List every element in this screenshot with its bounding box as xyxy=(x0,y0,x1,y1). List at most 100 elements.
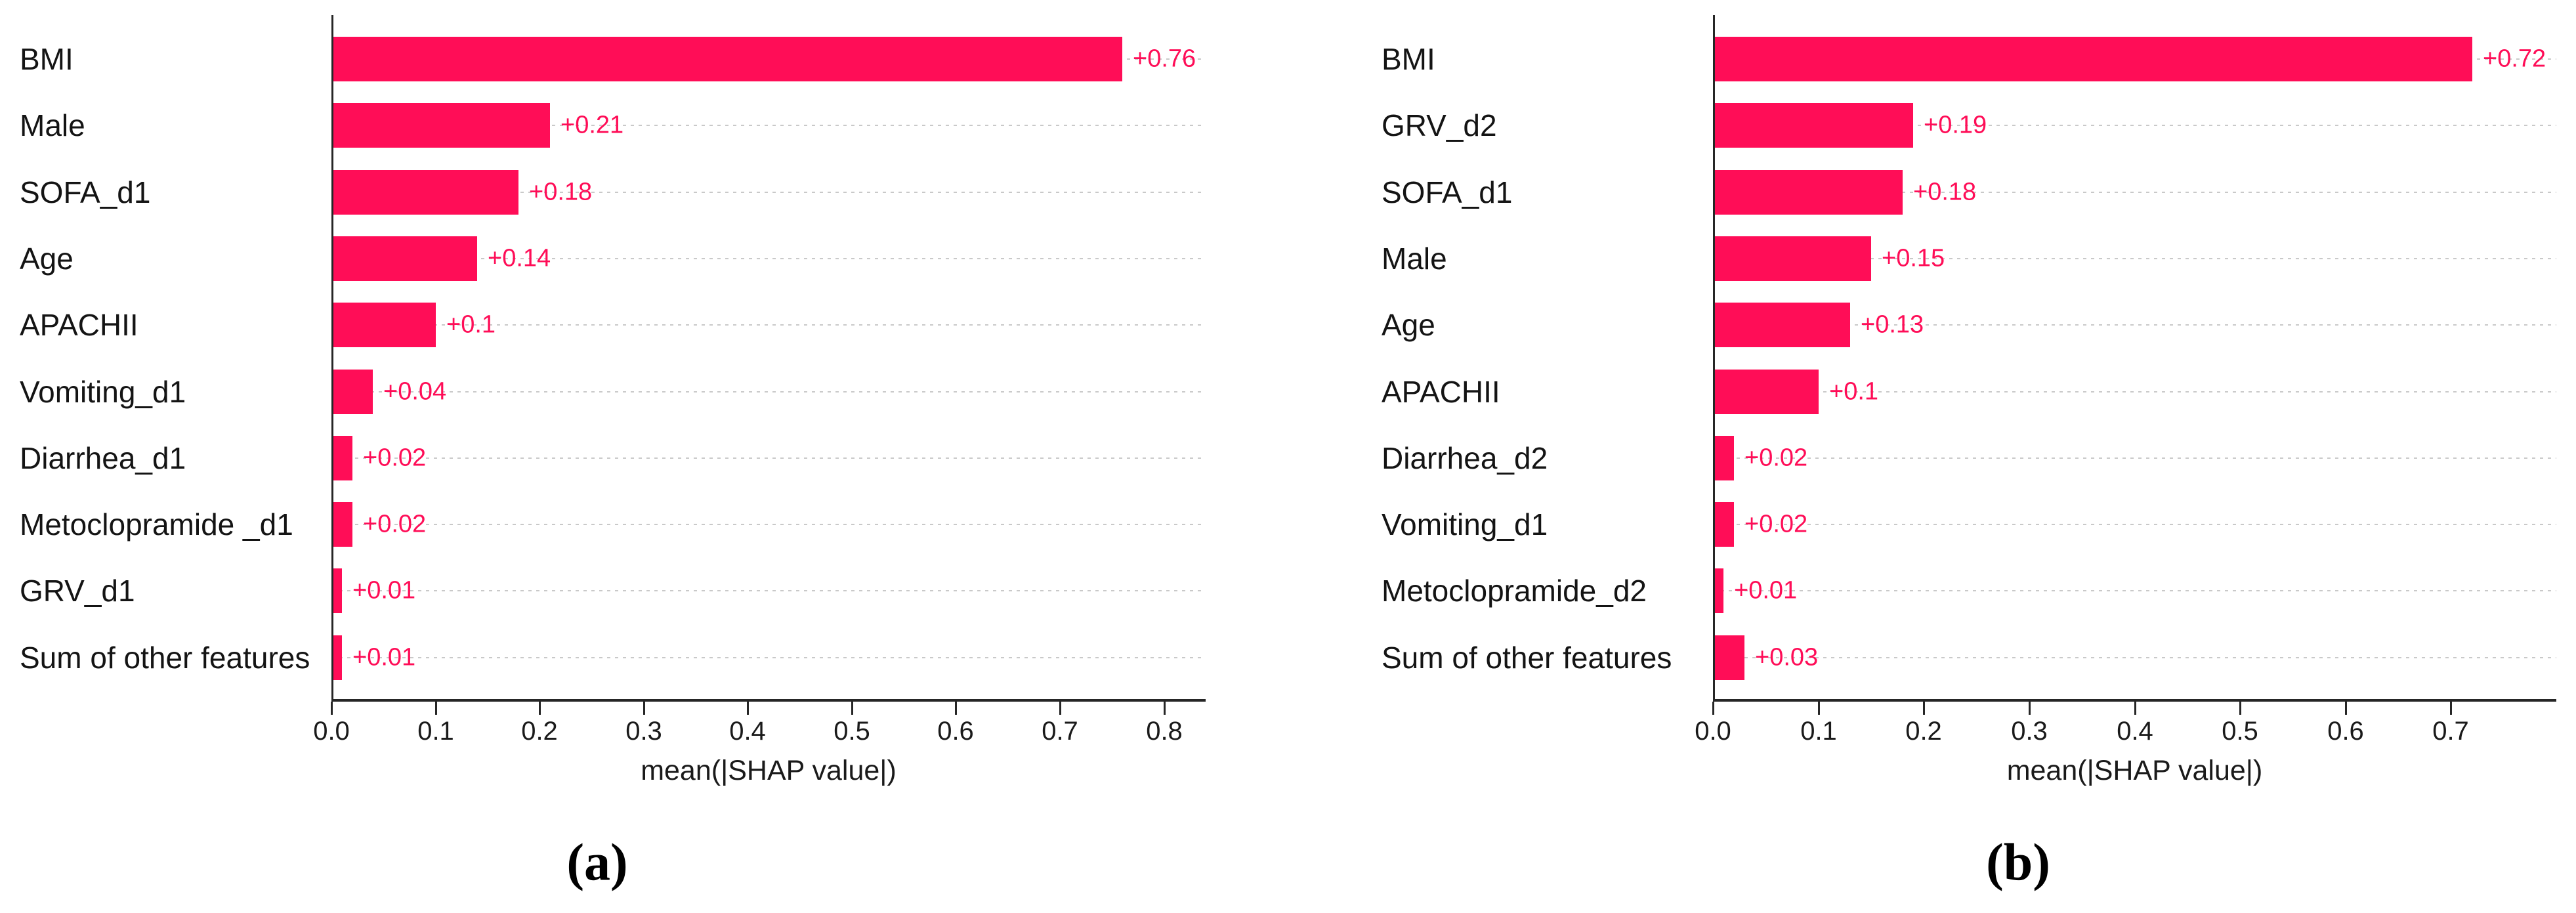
feature-label: Sum of other features xyxy=(1382,640,1672,675)
shap-bar xyxy=(331,170,518,215)
feature-label: Age xyxy=(20,241,74,276)
feature-label: Sum of other features xyxy=(20,640,310,675)
row-gridline xyxy=(1713,391,2556,393)
x-tick-mark xyxy=(643,702,645,715)
feature-label: Male xyxy=(1382,241,1447,276)
bar-value-label: +0.18 xyxy=(529,178,593,206)
x-tick-label: 0.8 xyxy=(1146,717,1183,746)
shap-bar xyxy=(1713,436,1734,480)
x-tick-label: 0.5 xyxy=(834,717,870,746)
feature-label: APACHII xyxy=(1382,374,1500,409)
x-tick-label: 0.1 xyxy=(417,717,454,746)
row-gridline xyxy=(1713,125,2556,127)
shap-bar xyxy=(331,635,342,680)
row-gridline xyxy=(1713,257,2556,259)
feature-label: Male xyxy=(20,108,85,143)
shap-bar xyxy=(331,370,373,414)
x-axis-spine xyxy=(1713,699,2556,702)
bar-value-label: +0.1 xyxy=(1829,377,1879,405)
bar-value-label: +0.01 xyxy=(352,643,416,671)
x-tick-mark xyxy=(1818,702,1820,715)
bar-value-label: +0.76 xyxy=(1133,45,1196,73)
row-gridline xyxy=(331,656,1206,658)
shap-bar xyxy=(331,568,342,613)
bar-value-label: +0.01 xyxy=(352,576,416,605)
row-gridline xyxy=(331,324,1206,326)
x-tick-label: 0.7 xyxy=(1042,717,1078,746)
shap-bar xyxy=(1713,568,1723,613)
x-tick-mark xyxy=(1712,702,1714,715)
x-axis-spine xyxy=(331,699,1206,702)
bar-value-label: +0.04 xyxy=(383,377,447,405)
row-gridline xyxy=(1713,524,2556,526)
x-tick-label: 0.7 xyxy=(2432,717,2469,746)
feature-label: Metoclopramide _d1 xyxy=(20,507,293,542)
x-tick-label: 0.2 xyxy=(1905,717,1942,746)
shap-bar xyxy=(1713,37,2472,81)
shap-bar xyxy=(331,502,352,547)
shap-bar xyxy=(1713,370,1819,414)
x-tick-label: 0.4 xyxy=(2117,717,2153,746)
feature-label: Vomiting_d1 xyxy=(1382,507,1548,542)
x-tick-label: 0.4 xyxy=(729,717,766,746)
x-tick-label: 0.6 xyxy=(2327,717,2364,746)
x-tick-mark xyxy=(1164,702,1166,715)
shap-bar xyxy=(1713,103,1913,148)
x-tick-mark xyxy=(331,702,333,715)
row-gridline xyxy=(331,257,1206,259)
shap-bar xyxy=(331,103,550,148)
feature-label: Metoclopramide_d2 xyxy=(1382,574,1647,608)
bar-value-label: +0.1 xyxy=(446,310,496,339)
x-tick-label: 0.0 xyxy=(313,717,350,746)
x-tick-mark xyxy=(1923,702,1925,715)
shap-bar xyxy=(1713,635,1744,680)
x-tick-mark xyxy=(539,702,541,715)
row-gridline xyxy=(1713,457,2556,459)
x-tick-mark xyxy=(2029,702,2031,715)
x-axis-label-a: mean(|SHAP value|) xyxy=(641,755,897,786)
shap-bar xyxy=(331,236,477,281)
x-tick-label: 0.3 xyxy=(625,717,662,746)
row-gridline xyxy=(331,391,1206,393)
bar-value-label: +0.02 xyxy=(1744,510,1808,538)
shap-bar xyxy=(1713,170,1903,215)
feature-label: BMI xyxy=(20,42,74,76)
x-tick-mark xyxy=(955,702,957,715)
panel-caption-b: (b) xyxy=(1986,834,2050,892)
bar-value-label: +0.18 xyxy=(1913,178,1977,206)
x-tick-mark xyxy=(2345,702,2347,715)
x-tick-label: 0.0 xyxy=(1695,717,1731,746)
row-gridline xyxy=(1713,656,2556,658)
shap-bar xyxy=(331,37,1122,81)
shap-bar-chart-b: BMI +0.72 GRV_d2 +0.19 SOFA_d1 +0.18 Male +0.15… xyxy=(1288,0,2576,913)
x-tick-label: 0.2 xyxy=(521,717,558,746)
row-gridline xyxy=(1713,191,2556,193)
bar-value-label: +0.14 xyxy=(488,244,551,272)
feature-label: GRV_d1 xyxy=(20,574,135,608)
x-tick-mark xyxy=(851,702,853,715)
bar-value-label: +0.19 xyxy=(1924,111,1987,139)
y-axis-spine xyxy=(1713,15,1715,699)
x-tick-mark xyxy=(2450,702,2452,715)
x-tick-label: 0.3 xyxy=(2011,717,2048,746)
feature-label: BMI xyxy=(1382,42,1435,76)
x-tick-label: 0.6 xyxy=(937,717,974,746)
x-tick-mark xyxy=(2239,702,2241,715)
bar-value-label: +0.21 xyxy=(560,111,624,139)
row-gridline xyxy=(331,524,1206,526)
bar-value-label: +0.13 xyxy=(1861,310,1924,339)
bar-value-label: +0.02 xyxy=(1744,444,1808,472)
x-tick-label: 0.5 xyxy=(2222,717,2258,746)
row-gridline xyxy=(331,125,1206,127)
row-gridline xyxy=(331,457,1206,459)
x-tick-mark xyxy=(1059,702,1061,715)
shap-bar xyxy=(1713,502,1734,547)
x-axis-label-b: mean(|SHAP value|) xyxy=(2006,755,2263,786)
x-tick-mark xyxy=(747,702,749,715)
bar-value-label: +0.01 xyxy=(1734,576,1798,605)
bar-value-label: +0.15 xyxy=(1882,244,1945,272)
y-axis-spine xyxy=(331,15,333,699)
feature-label: Age xyxy=(1382,308,1435,343)
x-tick-mark xyxy=(435,702,437,715)
